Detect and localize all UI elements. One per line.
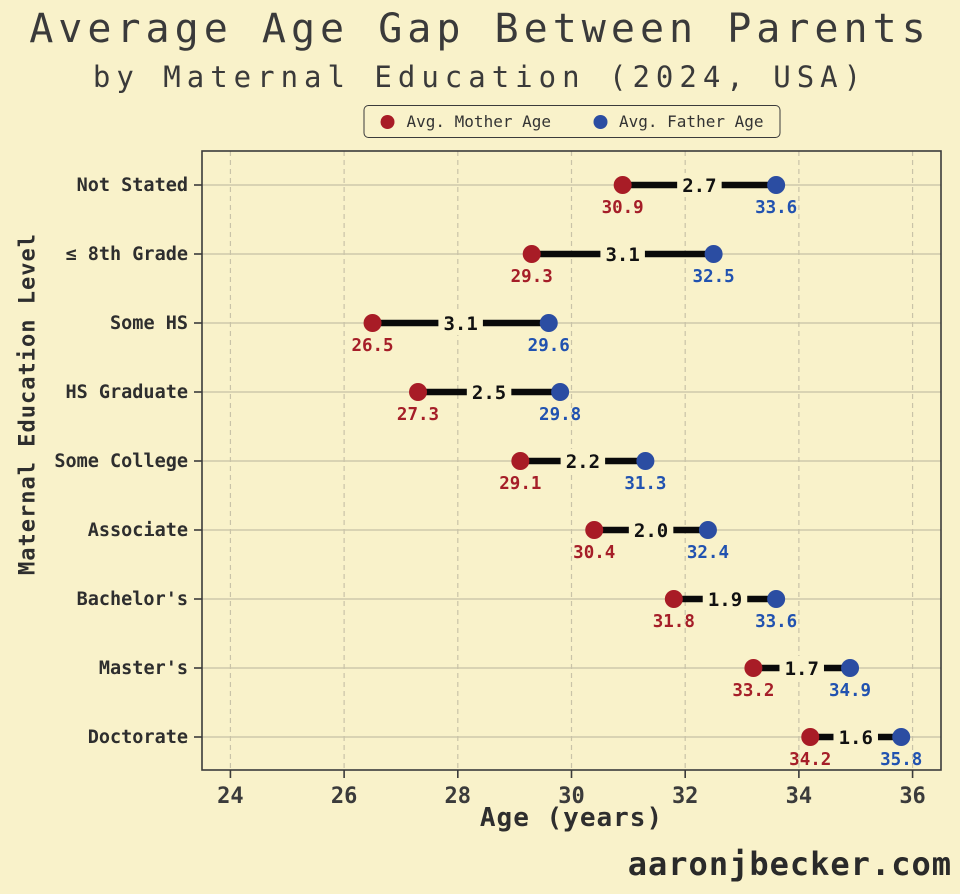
gap-label-bg bbox=[833, 725, 878, 749]
watermark: aaronjbecker.com bbox=[627, 845, 952, 883]
mother-dot bbox=[801, 728, 820, 746]
mother-dot bbox=[664, 590, 683, 608]
gap-label: 2.5 bbox=[472, 382, 506, 404]
x-tick-label: 28 bbox=[445, 784, 472, 809]
category-label: Doctorate bbox=[88, 727, 188, 748]
father-value-label: 31.3 bbox=[624, 474, 666, 494]
gap-label: 3.1 bbox=[443, 313, 477, 335]
mother-dot bbox=[409, 383, 428, 401]
mother-dot bbox=[613, 176, 632, 194]
category-label: Some College bbox=[54, 451, 188, 472]
mother-value-label: 30.4 bbox=[573, 543, 615, 563]
father-value-label: 34.9 bbox=[829, 681, 871, 701]
gap-label-bg bbox=[779, 656, 824, 680]
gap-label: 1.9 bbox=[708, 589, 742, 611]
gap-label-bg bbox=[466, 380, 512, 404]
mother-value-label: 33.2 bbox=[732, 681, 774, 701]
gap-label-bg bbox=[600, 242, 645, 266]
category-label: Bachelor's bbox=[77, 589, 188, 610]
legend-label-father: Avg. Father Age bbox=[619, 112, 764, 131]
gap-label: 2.2 bbox=[566, 451, 600, 473]
gap-label-bg bbox=[677, 173, 722, 197]
x-tick-label: 36 bbox=[899, 784, 926, 809]
legend: Avg. Mother Age Avg. Father Age bbox=[363, 105, 781, 138]
x-tick-label: 34 bbox=[786, 784, 813, 809]
father-dot bbox=[698, 521, 717, 539]
mother-dot-icon bbox=[380, 114, 395, 129]
father-value-label: 29.8 bbox=[539, 405, 581, 425]
father-dot bbox=[636, 452, 655, 470]
mother-value-label: 31.8 bbox=[653, 612, 695, 632]
gap-label: 2.7 bbox=[682, 175, 716, 197]
father-dot-icon bbox=[593, 114, 607, 129]
x-tick-label: 32 bbox=[672, 784, 699, 809]
gap-label-bg bbox=[560, 449, 606, 473]
gap-label: 2.0 bbox=[634, 520, 668, 542]
mother-dot bbox=[511, 452, 530, 470]
gap-label-bg bbox=[628, 518, 674, 542]
category-label: Some HS bbox=[110, 313, 188, 334]
mother-value-label: 30.9 bbox=[602, 198, 644, 218]
gap-label-bg bbox=[702, 587, 748, 611]
category-label: Master's bbox=[99, 658, 188, 679]
x-tick-label: 24 bbox=[217, 784, 244, 809]
x-tick-label: 26 bbox=[331, 784, 358, 809]
chart-title: Average Age Gap Between Parents bbox=[29, 6, 931, 52]
mother-dot bbox=[363, 314, 382, 332]
gap-label: 1.6 bbox=[839, 727, 873, 749]
father-dot bbox=[767, 590, 786, 608]
mother-value-label: 26.5 bbox=[351, 336, 393, 356]
chart-subtitle: by Maternal Education (2024, USA) bbox=[92, 60, 868, 94]
gap-label: 3.1 bbox=[605, 244, 639, 266]
category-label: Associate bbox=[88, 520, 188, 541]
father-value-label: 32.4 bbox=[687, 543, 729, 563]
mother-value-label: 34.2 bbox=[789, 750, 831, 770]
mother-value-label: 29.1 bbox=[499, 474, 541, 494]
source-line-1: Source: CDC National Vital Statistics Sy… bbox=[8, 890, 549, 894]
mother-value-label: 29.3 bbox=[511, 267, 553, 287]
x-tick-label: 30 bbox=[558, 784, 585, 809]
father-dot bbox=[539, 314, 558, 332]
father-value-label: 29.6 bbox=[528, 336, 570, 356]
gap-label: 1.7 bbox=[785, 658, 819, 680]
category-label: ≤ 8th Grade bbox=[65, 244, 188, 265]
father-dot bbox=[551, 383, 570, 401]
mother-dot bbox=[744, 659, 763, 677]
category-label: Not Stated bbox=[77, 175, 188, 196]
source-note: Source: CDC National Vital Statistics Sy… bbox=[8, 845, 549, 894]
x-axis-title: Age (years) bbox=[479, 803, 664, 833]
mother-dot bbox=[522, 245, 541, 263]
father-value-label: 35.8 bbox=[880, 750, 922, 770]
legend-item-father: Avg. Father Age bbox=[593, 112, 764, 131]
father-dot bbox=[767, 176, 786, 194]
father-dot bbox=[704, 245, 723, 263]
father-value-label: 32.5 bbox=[693, 267, 735, 287]
legend-label-mother: Avg. Mother Age bbox=[406, 112, 552, 131]
father-dot bbox=[841, 659, 860, 677]
category-label: HS Graduate bbox=[65, 382, 188, 403]
father-dot bbox=[892, 728, 911, 746]
father-value-label: 33.6 bbox=[755, 198, 797, 218]
legend-item-mother: Avg. Mother Age bbox=[380, 112, 552, 131]
gap-label-bg bbox=[438, 311, 483, 335]
plot-area: 24 26 28 30 32 34 36 Not Stated ≤ 8th Grade Some … bbox=[54, 150, 942, 809]
mother-value-label: 27.3 bbox=[397, 405, 439, 425]
father-value-label: 33.6 bbox=[755, 612, 797, 632]
mother-dot bbox=[585, 521, 604, 539]
